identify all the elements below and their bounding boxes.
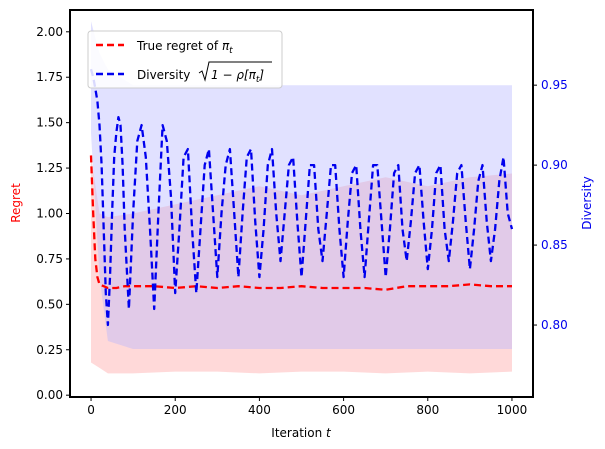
y-left-tick-label: 1.50 (36, 116, 63, 130)
x-tick-label: 0 (87, 403, 95, 417)
legend-regret-subscript: t (229, 46, 233, 56)
legend-label-regret: True regret of πt (136, 39, 233, 56)
x-axis-label-text: Iteration (271, 426, 326, 440)
y-left-tick-label: 0.75 (36, 252, 63, 266)
x-tick-label: 1000 (497, 403, 528, 417)
x-axis: 0 200 400 600 800 1000 (87, 397, 527, 417)
confidence-bands (91, 21, 512, 374)
legend-diversity-math-inner: 1 − ρ[π (211, 68, 257, 82)
legend-diversity-subscript: t (256, 75, 260, 85)
y-axis-left-label: Regret (9, 183, 23, 223)
x-tick-label: 800 (416, 403, 439, 417)
y-left-tick-label: 0.50 (36, 297, 63, 311)
y-left-tick-label: 0.25 (36, 343, 63, 357)
x-axis-label-variable: t (326, 426, 332, 440)
y-axis-right: 0.80 0.85 0.90 0.95 (533, 78, 568, 332)
y-right-tick-label: 0.80 (541, 318, 568, 332)
plot-frame (69, 9, 534, 398)
series-lines (89, 68, 514, 327)
y-left-tick-label: 1.75 (36, 70, 63, 84)
legend: True regret of πt Diversity 1 − ρ[πt] (87, 30, 283, 89)
y-axis-left: 0.00 0.25 0.50 0.75 1.00 1.25 1.50 1.75 2.00 (36, 25, 70, 402)
legend-sqrt-symbol (198, 61, 272, 82)
diversity-line (89, 68, 514, 327)
legend-regret-text: True regret of (136, 39, 222, 53)
y-axis-right-label: Diversity (580, 176, 594, 229)
legend-diversity-math: 1 − ρ[πt] (211, 68, 264, 85)
y-right-tick-label: 0.85 (541, 238, 568, 252)
y-left-tick-label: 1.25 (36, 161, 63, 175)
x-tick-label: 400 (248, 403, 271, 417)
legend-box (87, 30, 283, 89)
x-axis-label: Iteration t (271, 426, 332, 440)
legend-label-diversity: Diversity (137, 68, 190, 82)
y-left-tick-label: 0.00 (36, 388, 63, 402)
legend-diversity-math-close: ] (258, 68, 264, 82)
diversity-confidence-band (91, 21, 512, 349)
regret-confidence-band (91, 155, 512, 374)
y-left-tick-label: 2.00 (36, 25, 63, 39)
y-right-tick-label: 0.90 (541, 158, 568, 172)
y-left-tick-label: 1.00 (36, 206, 63, 220)
regret-line (89, 155, 512, 291)
x-tick-label: 200 (164, 403, 187, 417)
x-tick-label: 600 (332, 403, 355, 417)
legend-diversity-text: Diversity (137, 68, 190, 82)
y-right-tick-label: 0.95 (541, 78, 568, 92)
legend-regret-math: π (222, 39, 230, 53)
